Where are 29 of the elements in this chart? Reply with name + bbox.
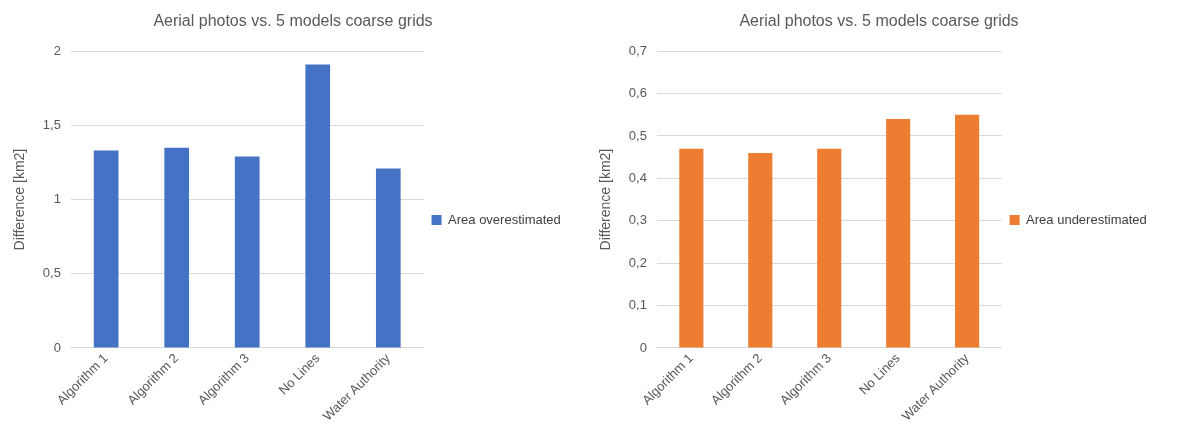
y-tick-label: 0,6 (628, 85, 647, 101)
y-tick-label: 2 (53, 42, 61, 58)
bar (305, 64, 331, 348)
bar (234, 156, 260, 348)
chart-title: Aerial photos vs. 5 models coarse grids (739, 12, 1019, 30)
chart-title: Aerial photos vs. 5 models coarse grids (153, 12, 433, 30)
y-tick-label: 0,5 (628, 127, 647, 143)
y-tick-label: 0,2 (628, 254, 647, 270)
y-axis-title: Difference [km2] (597, 148, 614, 251)
bar (93, 150, 119, 348)
y-tick-label: 0 (639, 339, 647, 355)
y-tick-label: 1 (53, 191, 61, 207)
y-tick-label: 0,5 (42, 265, 61, 281)
bar (817, 148, 842, 348)
legend-label: Area overestimated (448, 211, 569, 227)
y-tick-label: 1,5 (42, 116, 61, 132)
bar (679, 148, 704, 348)
y-tick-label: 0,1 (628, 297, 647, 313)
bar (164, 147, 190, 348)
y-tick-label: 0,4 (628, 169, 647, 185)
y-tick-label: 0,7 (628, 42, 647, 58)
y-tick-label: 0 (53, 339, 61, 355)
y-axis-title: Difference [km2] (11, 148, 28, 251)
bar (955, 114, 980, 348)
bar (886, 119, 911, 348)
legend-label: Area underestimated (1026, 211, 1154, 227)
bar (375, 168, 401, 348)
bar (748, 152, 773, 348)
y-tick-label: 0,3 (628, 212, 647, 228)
